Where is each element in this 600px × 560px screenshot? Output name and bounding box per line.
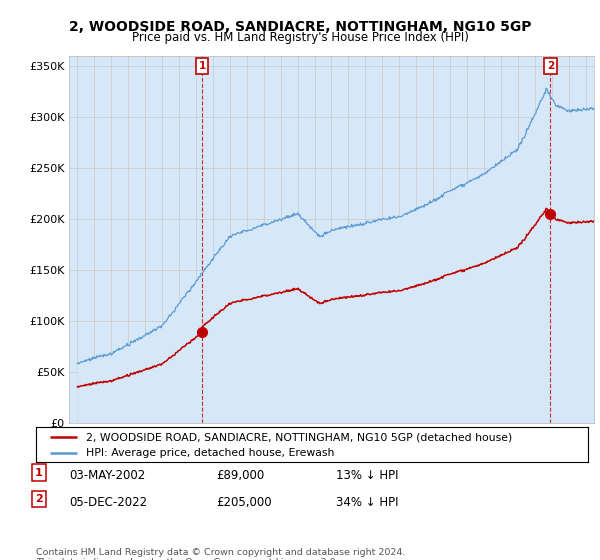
Text: 2: 2 xyxy=(35,494,43,504)
Text: £89,000: £89,000 xyxy=(216,469,264,482)
Text: 1: 1 xyxy=(35,468,43,478)
Text: Contains HM Land Registry data © Crown copyright and database right 2024.
This d: Contains HM Land Registry data © Crown c… xyxy=(36,548,406,560)
Text: 2: 2 xyxy=(547,61,554,71)
Text: 2, WOODSIDE ROAD, SANDIACRE, NOTTINGHAM, NG10 5GP: 2, WOODSIDE ROAD, SANDIACRE, NOTTINGHAM,… xyxy=(69,20,531,34)
Text: 05-DEC-2022: 05-DEC-2022 xyxy=(69,496,147,508)
Text: 03-MAY-2002: 03-MAY-2002 xyxy=(69,469,145,482)
Text: 34% ↓ HPI: 34% ↓ HPI xyxy=(336,496,398,508)
Text: Price paid vs. HM Land Registry's House Price Index (HPI): Price paid vs. HM Land Registry's House … xyxy=(131,31,469,44)
Text: £205,000: £205,000 xyxy=(216,496,272,508)
Text: 2, WOODSIDE ROAD, SANDIACRE, NOTTINGHAM, NG10 5GP (detached house): 2, WOODSIDE ROAD, SANDIACRE, NOTTINGHAM,… xyxy=(86,432,512,442)
Text: 13% ↓ HPI: 13% ↓ HPI xyxy=(336,469,398,482)
Text: 1: 1 xyxy=(199,61,206,71)
Text: HPI: Average price, detached house, Erewash: HPI: Average price, detached house, Erew… xyxy=(86,448,334,458)
